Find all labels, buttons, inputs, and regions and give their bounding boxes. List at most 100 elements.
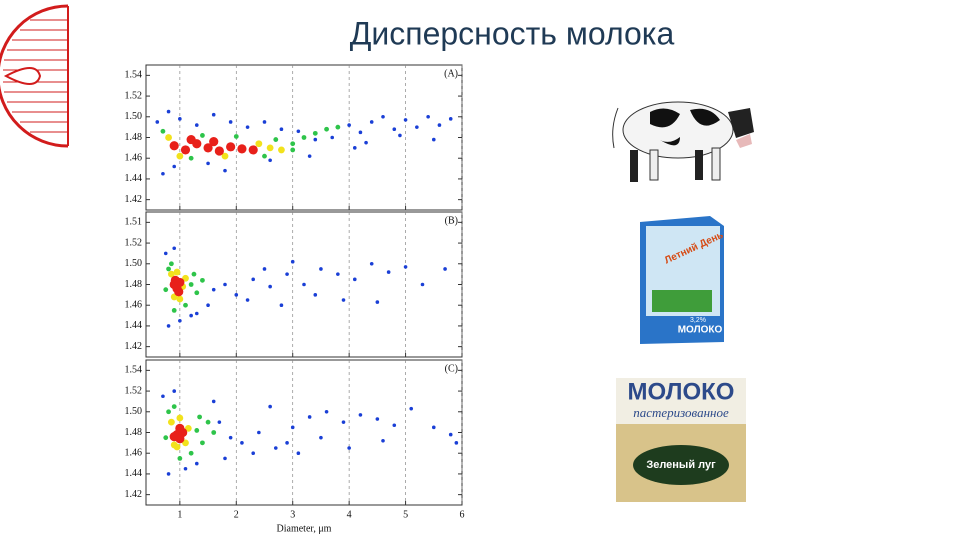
point <box>381 114 385 119</box>
y-tick-label: 1.46 <box>125 153 143 164</box>
point <box>180 145 191 155</box>
point <box>324 409 329 414</box>
point <box>268 404 272 409</box>
point <box>209 137 219 147</box>
point <box>431 425 436 430</box>
point <box>313 137 318 142</box>
point <box>194 290 200 296</box>
y-tick-label: 1.54 <box>125 365 143 376</box>
point <box>386 270 391 274</box>
point <box>403 118 408 122</box>
point <box>347 123 351 127</box>
scatter-panel: 1 2 3 4 5 6 1.42 1.44 1.46 1.48 1.50 1.52 1.54 (C) Dia… <box>125 359 465 534</box>
carton-product: МОЛОКО <box>678 325 723 336</box>
point <box>223 168 227 173</box>
point <box>257 430 261 435</box>
point <box>279 127 284 132</box>
point <box>163 287 169 293</box>
point <box>221 152 229 160</box>
point <box>172 389 177 393</box>
point <box>426 114 430 119</box>
x-axis-label: Diameter, μm <box>277 523 332 534</box>
point <box>200 133 205 138</box>
point <box>285 441 289 445</box>
package-image: МОЛОКО пастеризованное Зеленый луг <box>616 378 746 502</box>
point <box>217 420 222 424</box>
point <box>161 394 165 399</box>
point <box>223 282 227 287</box>
x-tick-label: 6 <box>460 509 465 520</box>
point <box>296 129 301 134</box>
point <box>415 125 419 129</box>
point <box>352 146 357 150</box>
point <box>279 303 284 308</box>
y-tick-label: 1.50 <box>125 111 143 122</box>
point <box>155 120 160 124</box>
panel-label: (B) <box>445 215 458 226</box>
point <box>177 455 183 461</box>
point <box>245 298 250 302</box>
point <box>184 424 192 432</box>
y-tick-label: 1.50 <box>125 258 143 269</box>
y-tick-label: 1.51 <box>125 217 143 228</box>
point <box>347 446 351 450</box>
point <box>170 275 180 285</box>
y-tick-label: 1.46 <box>125 300 143 311</box>
point <box>352 277 357 282</box>
carton-image: Летний День 3,2% МОЛОКО <box>640 216 725 344</box>
point <box>203 143 213 153</box>
point <box>369 261 374 266</box>
point <box>392 423 397 428</box>
point <box>319 267 323 271</box>
point <box>234 293 239 297</box>
point <box>168 261 174 267</box>
x-tick-label: 1 <box>177 509 182 520</box>
point <box>358 413 363 417</box>
point <box>302 282 306 287</box>
point <box>409 406 414 411</box>
point <box>273 446 278 450</box>
point <box>178 117 182 121</box>
point <box>364 140 368 145</box>
point <box>330 135 335 140</box>
point <box>166 472 171 476</box>
point <box>420 282 425 287</box>
carton-fat: 3,2% <box>690 317 706 324</box>
point <box>200 277 205 283</box>
point <box>160 128 166 134</box>
point <box>176 414 184 422</box>
point <box>251 277 256 282</box>
point <box>262 153 267 159</box>
y-tick-label: 1.50 <box>125 406 143 417</box>
y-tick-label: 1.54 <box>125 70 143 81</box>
x-tick-label: 2 <box>234 509 239 520</box>
y-tick-label: 1.52 <box>125 385 143 396</box>
point <box>266 144 274 152</box>
point <box>369 120 374 124</box>
scatter-panel: 1.42 1.44 1.46 1.48 1.50 1.52 1.51 (B) <box>125 211 463 358</box>
point <box>324 126 329 132</box>
point <box>176 295 184 303</box>
point <box>166 324 171 328</box>
y-tick-label: 1.44 <box>125 173 143 184</box>
point <box>301 135 307 140</box>
point <box>268 158 272 163</box>
point <box>211 287 216 292</box>
point <box>285 272 289 276</box>
point <box>188 282 194 287</box>
point <box>237 144 247 154</box>
point <box>167 270 175 278</box>
package-product: МОЛОКО <box>628 378 735 405</box>
point <box>262 120 267 124</box>
point <box>200 440 205 446</box>
point <box>290 259 295 264</box>
x-tick-label: 5 <box>403 509 408 520</box>
point <box>431 137 436 142</box>
logo <box>0 4 69 148</box>
point <box>169 432 179 442</box>
point <box>228 120 233 124</box>
point <box>176 152 184 160</box>
point <box>273 137 279 142</box>
point <box>165 134 172 141</box>
